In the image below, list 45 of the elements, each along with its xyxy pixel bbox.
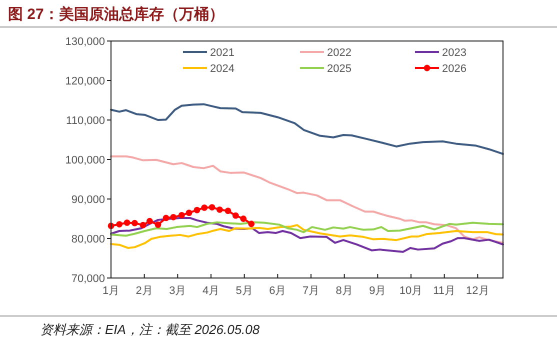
point <box>162 214 170 222</box>
x-tick-label: 6月 <box>269 285 286 297</box>
point <box>154 221 162 228</box>
point <box>178 212 185 218</box>
point <box>116 221 123 228</box>
y-tick-label: 110,000 <box>66 115 105 127</box>
point <box>194 206 200 214</box>
y-tick-label: 70,000 <box>71 273 105 285</box>
x-tick-label: 7月 <box>302 285 320 297</box>
legend-label: 2023 <box>442 47 466 59</box>
point <box>248 220 255 228</box>
legend-label: 2025 <box>327 63 352 75</box>
legend-label: 2024 <box>210 63 234 75</box>
x-tick-label: 10月 <box>399 285 423 297</box>
legend-label: 2026 <box>442 63 466 75</box>
y-tick-label: 90,000 <box>71 194 105 206</box>
point <box>240 216 247 222</box>
legend-label: 2021 <box>210 47 234 59</box>
x-tick-label: 3月 <box>169 285 186 297</box>
point <box>208 204 216 210</box>
point <box>146 218 153 224</box>
legend-label: 2022 <box>327 47 352 59</box>
point <box>201 204 208 211</box>
y-tick-label: 80,000 <box>71 234 105 246</box>
x-tick-label: 8月 <box>336 285 353 297</box>
x-tick-label: 1月 <box>102 285 120 297</box>
x-tick-label: 9月 <box>369 285 386 297</box>
point <box>131 220 138 226</box>
point <box>186 210 192 216</box>
point <box>140 222 146 228</box>
y-tick-label: 100,000 <box>65 154 105 166</box>
point <box>124 220 130 226</box>
title: 图 27：美国原油总库存（万桶） <box>8 6 224 23</box>
point <box>224 208 232 214</box>
point <box>216 206 223 213</box>
y-tick-label: 130,000 <box>65 36 105 48</box>
x-tick-label: 5月 <box>236 285 253 297</box>
x-tick-label: 12月 <box>466 285 490 297</box>
x-tick-label: 4月 <box>202 285 220 297</box>
point <box>170 214 177 220</box>
point <box>232 212 239 219</box>
y-tick-label: 120,000 <box>65 76 105 88</box>
x-tick-label: 2月 <box>136 285 153 297</box>
text: 资料来源：EIA，注：截至 2026.05.08 <box>40 322 260 337</box>
x-tick-label: 11月 <box>433 285 456 297</box>
